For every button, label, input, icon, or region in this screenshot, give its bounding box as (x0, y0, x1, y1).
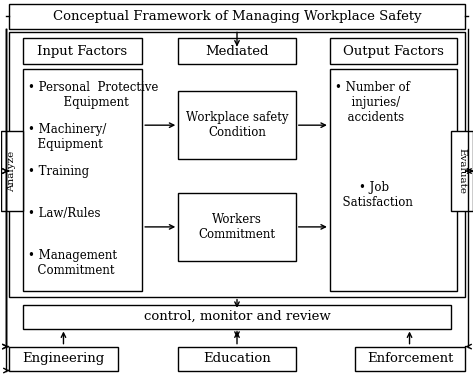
Text: control, monitor and review: control, monitor and review (144, 310, 330, 323)
Text: Workers
Commitment: Workers Commitment (199, 213, 275, 241)
Text: Output Factors: Output Factors (343, 45, 444, 58)
Text: • Training: • Training (27, 165, 89, 178)
Bar (355, 346, 465, 371)
Bar (330, 38, 457, 64)
Text: • Machinery/
  Equipment: • Machinery/ Equipment (27, 123, 106, 151)
Bar (178, 193, 296, 261)
Text: Conceptual Framework of Managing Workplace Safety: Conceptual Framework of Managing Workpla… (53, 10, 421, 23)
Text: Enforcement: Enforcement (367, 352, 453, 365)
Text: • Job
  Satisfaction: • Job Satisfaction (335, 181, 412, 209)
Text: Mediated: Mediated (205, 45, 269, 58)
Text: Analyze: Analyze (7, 150, 16, 192)
Bar (9, 346, 118, 371)
Text: Education: Education (203, 352, 271, 365)
Bar (9, 33, 465, 297)
Bar (0, 131, 23, 211)
Text: Evaluate: Evaluate (458, 148, 467, 194)
Bar (9, 3, 465, 30)
Bar (23, 38, 142, 64)
Bar (23, 69, 142, 291)
Bar (178, 38, 296, 64)
Text: • Personal  Protective
  Equipment: • Personal Protective Equipment (27, 81, 158, 109)
Text: • Law/Rules: • Law/Rules (27, 207, 100, 220)
Text: Input Factors: Input Factors (37, 45, 128, 58)
Text: • Management
  Commitment: • Management Commitment (27, 249, 117, 277)
Bar (451, 131, 474, 211)
Bar (178, 346, 296, 371)
Bar (23, 305, 451, 329)
Text: Engineering: Engineering (22, 352, 105, 365)
Bar (330, 69, 457, 291)
Text: Workplace safety
Condition: Workplace safety Condition (186, 111, 288, 139)
Bar (178, 91, 296, 159)
Text: • Number of
  injuries/
  accidents: • Number of injuries/ accidents (335, 81, 410, 124)
